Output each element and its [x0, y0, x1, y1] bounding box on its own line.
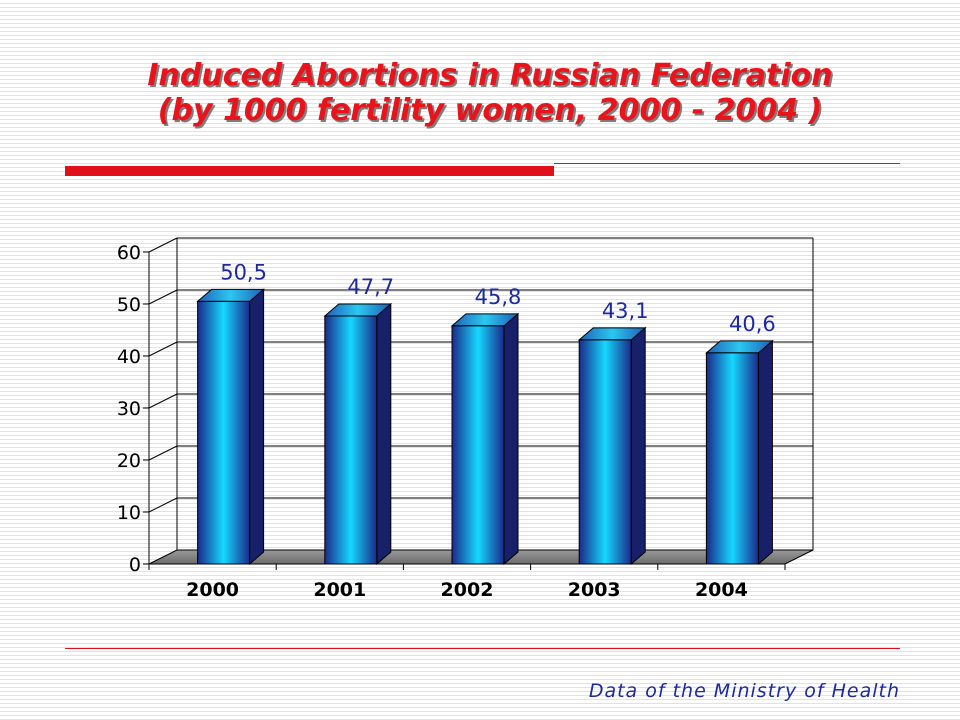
bar: [451, 325, 505, 565]
footer-rule: [65, 648, 900, 649]
bar-side: [376, 302, 392, 566]
data-label: 50,5: [220, 260, 267, 284]
gridline-side: [148, 289, 178, 305]
y-tick-label: 10: [117, 502, 141, 524]
x-tick-label: 2001: [313, 579, 366, 601]
title-rule-thick: [65, 166, 554, 176]
bar: [324, 315, 378, 565]
data-label: 40,6: [729, 312, 776, 336]
data-label: 47,7: [347, 275, 394, 299]
title-rule-thin: [554, 163, 900, 164]
x-tick-label: 2000: [186, 579, 239, 601]
bar: [197, 300, 251, 565]
bar: [705, 352, 759, 565]
y-tick-label: 50: [117, 294, 141, 316]
bar-side: [630, 326, 646, 566]
x-tick-label: 2004: [695, 579, 748, 601]
y-tick-label: 30: [117, 398, 141, 420]
x-tick-label: 2003: [568, 579, 621, 601]
y-tick-label: 0: [129, 554, 141, 576]
data-label: 45,8: [475, 285, 522, 309]
y-tick-label: 40: [117, 346, 141, 368]
chart-title-line2: (by 1000 fertility women, 2000 - 2004 ): [157, 93, 823, 128]
source-note: Data of the Ministry of Health: [588, 680, 900, 702]
bar: [578, 339, 632, 565]
gridline-side: [148, 393, 178, 409]
gridline-side: [148, 237, 178, 253]
bar-side: [503, 312, 519, 566]
chart-title-line1: Induced Abortions in Russian Federation: [147, 58, 833, 93]
gridline-side: [148, 341, 178, 357]
plot-area: 0 10 20 30 40 50 60 50,5 2000 47,7 2001 45,8 2002 43,…: [117, 237, 814, 601]
bar-side: [249, 288, 265, 566]
x-tick-label: 2002: [441, 579, 494, 601]
bar-side: [757, 339, 773, 566]
gridline-side: [148, 497, 178, 513]
y-tick-label: 20: [117, 450, 141, 472]
y-tick-label: 60: [117, 242, 141, 264]
data-label: 43,1: [602, 299, 649, 323]
gridline-side: [148, 445, 178, 461]
